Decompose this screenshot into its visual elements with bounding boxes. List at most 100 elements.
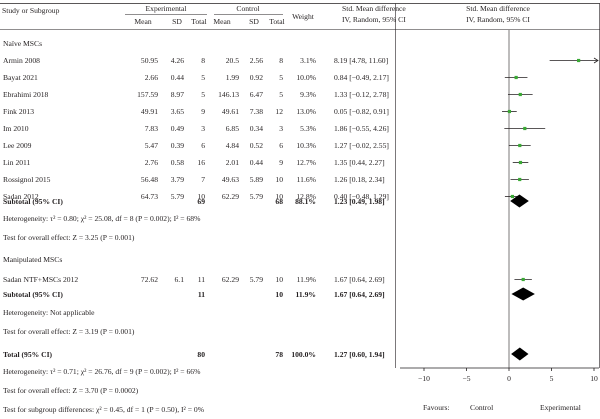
study-name: Ebrahimi 2018 (3, 90, 49, 99)
exp-mean: 5.47 (145, 141, 158, 150)
ci: 0.40 [−0.48, 1.29] (334, 192, 389, 201)
weight: 9.3% (300, 90, 316, 99)
header-effect-title-left: Std. Mean difference (342, 4, 406, 13)
header-exp-mean: Mean (134, 17, 151, 26)
ctrl-sd: 0.92 (250, 73, 263, 82)
group-heading-manipulated: Manipulated MSCs (3, 255, 62, 264)
ci: 1.67 [0.64, 2.69] (334, 275, 385, 284)
exp-mean: 49.91 (141, 107, 158, 116)
total-ctrl-total: 78 (275, 350, 283, 359)
study-name: Sadan NTF+MSCs 2012 (3, 275, 78, 284)
ctrl-mean: 1.99 (226, 73, 239, 82)
subgroup-differences-test: Test for subgroup differences: χ² = 0.45… (3, 405, 205, 414)
table-row: Im 2010 7.83 0.49 3 6.85 0.34 3 5.3% 1.86 [−0.55… (3, 124, 389, 133)
exp-total: 7 (201, 175, 205, 184)
ctrl-mean: 49.63 (222, 175, 239, 184)
effect-point (521, 277, 525, 282)
weight: 10.3% (296, 141, 316, 150)
ctrl-sd: 0.34 (250, 124, 263, 133)
ctrl-total: 5 (279, 90, 283, 99)
axis-tick-label: 0 (507, 374, 511, 383)
total-ci: 1.27 [0.60, 1.94] (334, 350, 385, 359)
header-effect-title-right: Std. Mean difference (466, 4, 530, 13)
exp-mean: 56.48 (141, 175, 158, 184)
ci: 1.33 [−0.12, 2.78] (334, 90, 389, 99)
x-axis: −10 −5 0 5 10 (400, 367, 599, 383)
effect-point (518, 177, 522, 182)
ctrl-sd: 2.56 (250, 56, 263, 65)
table-row: Lin 2011 2.76 0.58 16 2.01 0.44 9 12.7% 1.35 [0.… (3, 158, 385, 167)
group-heading-naive: Naïve MSCs (3, 39, 42, 48)
subtotal-weight-naive: 88.1% (295, 197, 316, 206)
ctrl-sd: 5.89 (250, 175, 263, 184)
ctrl-sd: 6.47 (250, 90, 263, 99)
ctrl-total: 5 (279, 73, 283, 82)
ctrl-total: 6 (279, 141, 283, 150)
total-overall-test: Test for overall effect: Z = 3.70 (P = 0… (3, 386, 139, 395)
table-row: Lee 2009 5.47 0.39 6 4.84 0.52 6 10.3% 1.27 [−0.… (3, 141, 389, 150)
study-name: Fink 2013 (3, 107, 34, 116)
axis-tick-label: −5 (462, 374, 470, 383)
ci: 1.35 [0.44, 2.27] (334, 158, 385, 167)
exp-mean: 64.73 (141, 192, 158, 201)
exp-total: 8 (201, 56, 205, 65)
ctrl-mean: 20.5 (226, 56, 239, 65)
subtotal-exp-total-naive: 69 (197, 197, 205, 206)
weight: 12.7% (296, 158, 316, 167)
ctrl-sd: 7.38 (250, 107, 263, 116)
plot-marks (502, 57, 599, 361)
heterogeneity-manipulated: Heterogeneity: Not applicable (3, 308, 95, 317)
table-row: Fink 2013 49.91 3.65 9 49.61 7.38 12 13.0% 0.05 … (3, 107, 389, 116)
header-ctrl-mean: Mean (213, 17, 230, 26)
exp-sd: 0.44 (171, 73, 184, 82)
exp-mean: 72.62 (141, 275, 158, 284)
exp-sd: 4.26 (171, 56, 184, 65)
exp-sd: 6.1 (175, 275, 185, 284)
table-row: Bayat 2021 2.66 0.44 5 1.99 0.92 5 10.0% 0.84 [−… (3, 73, 389, 82)
exp-total: 9 (201, 107, 205, 116)
ctrl-mean: 146.13 (218, 90, 239, 99)
header-study: Study or Subgroup (2, 6, 60, 15)
header-effect-method-right: IV, Random, 95% CI (466, 15, 530, 24)
weight: 10.0% (296, 73, 316, 82)
favours-right: Experimental (540, 403, 581, 412)
summary-diamond (511, 287, 535, 301)
exp-sd: 0.39 (171, 141, 184, 150)
exp-sd: 0.58 (171, 158, 184, 167)
study-rows-naive: Armin 2008 50.95 4.26 8 20.5 2.56 8 3.1% 8.19 [4… (3, 56, 389, 201)
effect-point (510, 194, 514, 199)
favours-left: Control (470, 403, 493, 412)
study-name: Lee 2009 (3, 141, 32, 150)
total-heterogeneity: Heterogeneity: τ² = 0.71; χ² = 26.76, df… (3, 367, 201, 376)
table-row: Armin 2008 50.95 4.26 8 20.5 2.56 8 3.1% 8.19 [4… (3, 56, 388, 65)
exp-sd: 5.79 (171, 192, 184, 201)
effect-point (518, 143, 522, 148)
ctrl-sd: 5.79 (250, 192, 263, 201)
ci-arrow (593, 57, 599, 64)
axis-tick-label: 10 (590, 374, 598, 383)
ctrl-mean: 62.29 (222, 192, 239, 201)
weight: 11.6% (297, 175, 317, 184)
exp-total: 6 (201, 141, 205, 150)
subtotal-ctrl-total-manipulated: 10 (275, 290, 283, 299)
exp-total: 5 (201, 73, 205, 82)
subtotal-weight-manipulated: 11.9% (296, 290, 316, 299)
table-row: Sadan 2012 64.73 5.79 10 62.29 5.79 10 12.8% 0.4… (3, 192, 389, 201)
total-weight: 100.0% (291, 350, 316, 359)
exp-total: 10 (197, 192, 205, 201)
ci: 1.27 [−0.02, 2.55] (334, 141, 389, 150)
exp-mean: 2.76 (145, 158, 158, 167)
study-name: Rossignol 2015 (3, 175, 51, 184)
ctrl-total: 8 (279, 56, 283, 65)
exp-total: 5 (201, 90, 205, 99)
effect-point (507, 109, 512, 114)
header-exp-sd: SD (172, 17, 182, 26)
study-name: Armin 2008 (3, 56, 40, 65)
table-row: Sadan NTF+MSCs 2012 72.62 6.1 11 62.29 5.79 10… (3, 275, 385, 284)
axis-tick-label: −10 (418, 374, 430, 383)
exp-sd: 3.79 (171, 175, 184, 184)
exp-sd: 0.49 (171, 124, 184, 133)
exp-mean: 157.59 (137, 90, 158, 99)
exp-total: 3 (201, 124, 205, 133)
